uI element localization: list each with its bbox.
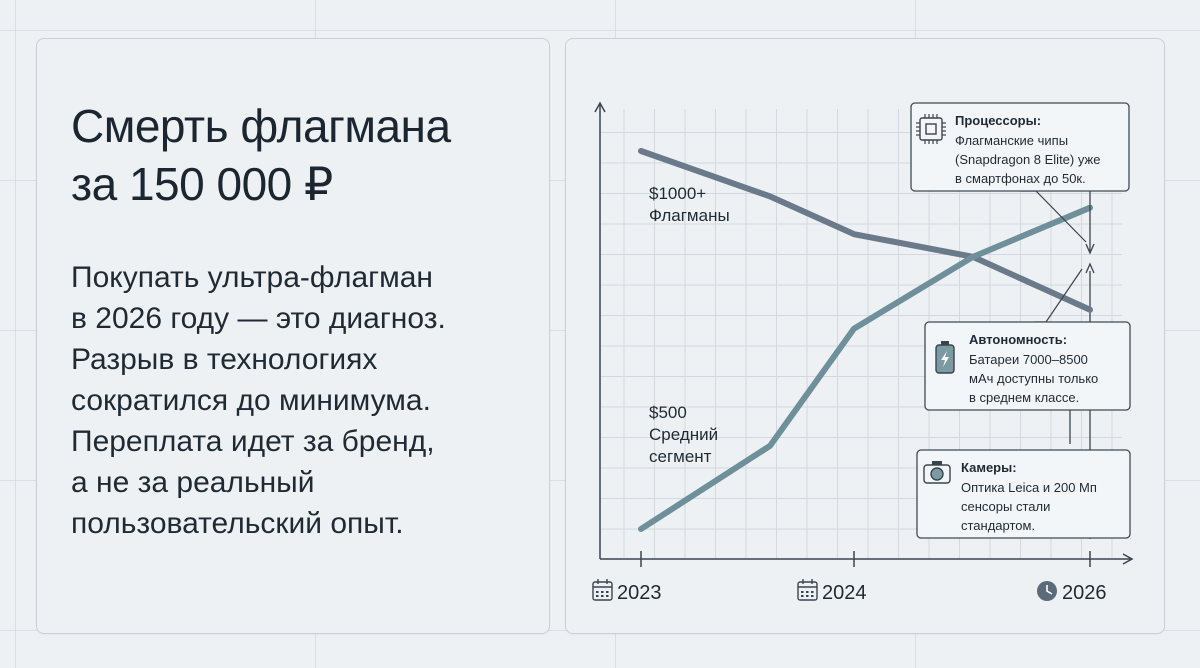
series-line-flagship [638, 148, 1093, 313]
callout-title: Процессоры: [955, 113, 1041, 128]
body-line-4: сократился до минимума. [71, 384, 431, 417]
callout-box [924, 321, 1131, 411]
series-label-mid-name-2: сегмент [649, 447, 712, 466]
series-label-flagship-price: $1000+ [649, 184, 706, 203]
callout-text-line: стандартом. [961, 518, 1035, 533]
callout-text-line: Оптика Leica и 200 Мп [961, 480, 1097, 495]
battery-icon [935, 341, 955, 374]
callout-text-line: (Snapdragon 8 Elite) уже [955, 152, 1100, 167]
title-line-1: Смерть флагмана [71, 100, 451, 152]
callout-title: Автономность: [969, 332, 1067, 347]
text-panel: Смерть флагмана за 150 000 ₽ Покупать ул… [36, 38, 550, 634]
callout-text-line: Батареи 7000–8500 [969, 352, 1088, 367]
camera-icon [923, 461, 951, 484]
x-tick-label-2023: 2023 [617, 582, 662, 604]
callout-1: Процессоры: Флагманские чипы (Snapdragon 8… [910, 102, 1130, 243]
y-axis-arrow [594, 101, 606, 113]
callout-3: Камеры: Оптика Leica и 200 Мп сенсоры стал… [916, 449, 1131, 539]
callout-box [910, 102, 1130, 192]
callout-box [916, 449, 1131, 539]
x-axis-arrow [1122, 553, 1134, 565]
callout-text-line: мАч доступны только [969, 371, 1098, 386]
arrow-up-icon [1085, 262, 1095, 274]
body-line-5: Переплата идет за бренд, [71, 425, 435, 458]
callout-text-line: в смартфонах до 50к. [955, 171, 1086, 186]
body-paragraph: Покупать ультра-флагман в 2026 году — эт… [71, 257, 541, 544]
body-line-3: Разрыв в технологиях [71, 343, 378, 376]
body-line-6: а не за реальный [71, 466, 315, 499]
arrow-down-icon [1085, 243, 1095, 255]
series-label-flagship-name: Флагманы [649, 206, 730, 225]
cpu-icon [916, 114, 946, 144]
callout-title: Камеры: [961, 460, 1017, 475]
series-label-mid-name-1: Средний [649, 425, 718, 444]
body-line-2: в 2026 году — это диагноз. [71, 302, 446, 335]
title-line-2: за 150 000 ₽ [71, 158, 333, 210]
clock-icon [1037, 581, 1057, 601]
callout-2: Автономность: Батареи 7000–8500 мАч доступ… [924, 268, 1131, 411]
callout-text-line: в среднем классе. [969, 390, 1079, 405]
chart-panel: $1000+ Флагманы $500 Средний сегмент 2023 2024… [565, 38, 1165, 634]
series-label-mid-price: $500 [649, 403, 687, 422]
series-line-mid [638, 204, 1093, 532]
body-line-7: пользовательский опыт. [71, 507, 404, 540]
callout-text-line: Флагманские чипы [955, 133, 1068, 148]
body-line-1: Покупать ультра-флагман [71, 261, 433, 294]
callout-text-line: сенсоры стали [961, 499, 1050, 514]
x-tick-label-2026: 2026 [1062, 582, 1107, 604]
line-chart: $1000+ Флагманы $500 Средний сегмент 2023 2024… [592, 101, 1134, 604]
calendar-icon [797, 579, 818, 601]
calendar-icon [592, 579, 613, 601]
page-title: Смерть флагмана за 150 000 ₽ [71, 97, 531, 213]
x-tick-label-2024: 2024 [822, 582, 867, 604]
